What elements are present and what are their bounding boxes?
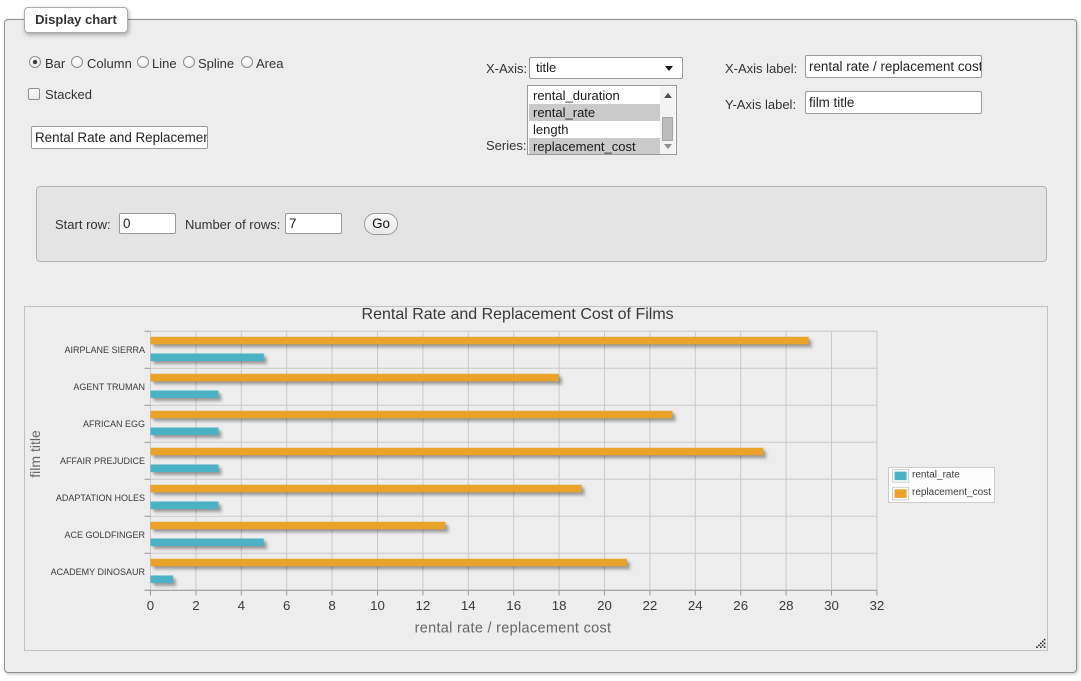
svg-text:16: 16 [506, 598, 521, 613]
svg-text:10: 10 [370, 598, 385, 613]
svg-text:14: 14 [461, 598, 476, 613]
svg-text:AGENT TRUMAN: AGENT TRUMAN [73, 382, 145, 392]
svg-text:rental_rate: rental_rate [912, 470, 960, 481]
svg-text:AIRPLANE SIERRA: AIRPLANE SIERRA [64, 345, 145, 355]
svg-text:12: 12 [416, 598, 431, 613]
svg-text:Rental Rate and Replacement Co: Rental Rate and Replacement Cost of Film… [362, 307, 674, 323]
svg-text:32: 32 [870, 598, 885, 613]
svg-text:ADAPTATION HOLES: ADAPTATION HOLES [56, 493, 145, 503]
svg-text:film title: film title [27, 430, 43, 478]
svg-text:22: 22 [643, 598, 658, 613]
svg-text:AFRICAN EGG: AFRICAN EGG [83, 419, 145, 429]
svg-text:20: 20 [597, 598, 612, 613]
svg-text:8: 8 [328, 598, 335, 613]
svg-text:24: 24 [688, 598, 703, 613]
svg-text:rental rate / replacement cost: rental rate / replacement cost [415, 621, 612, 637]
svg-text:28: 28 [779, 598, 794, 613]
svg-text:0: 0 [147, 598, 154, 613]
svg-text:ACADEMY DINOSAUR: ACADEMY DINOSAUR [51, 567, 146, 577]
svg-text:4: 4 [238, 598, 245, 613]
svg-text:26: 26 [733, 598, 748, 613]
svg-text:18: 18 [552, 598, 567, 613]
svg-text:ACE GOLDFINGER: ACE GOLDFINGER [64, 530, 145, 540]
svg-text:6: 6 [283, 598, 290, 613]
svg-text:30: 30 [824, 598, 839, 613]
svg-text:2: 2 [192, 598, 199, 613]
svg-text:AFFAIR PREJUDICE: AFFAIR PREJUDICE [60, 456, 145, 466]
svg-text:replacement_cost: replacement_cost [912, 487, 991, 498]
